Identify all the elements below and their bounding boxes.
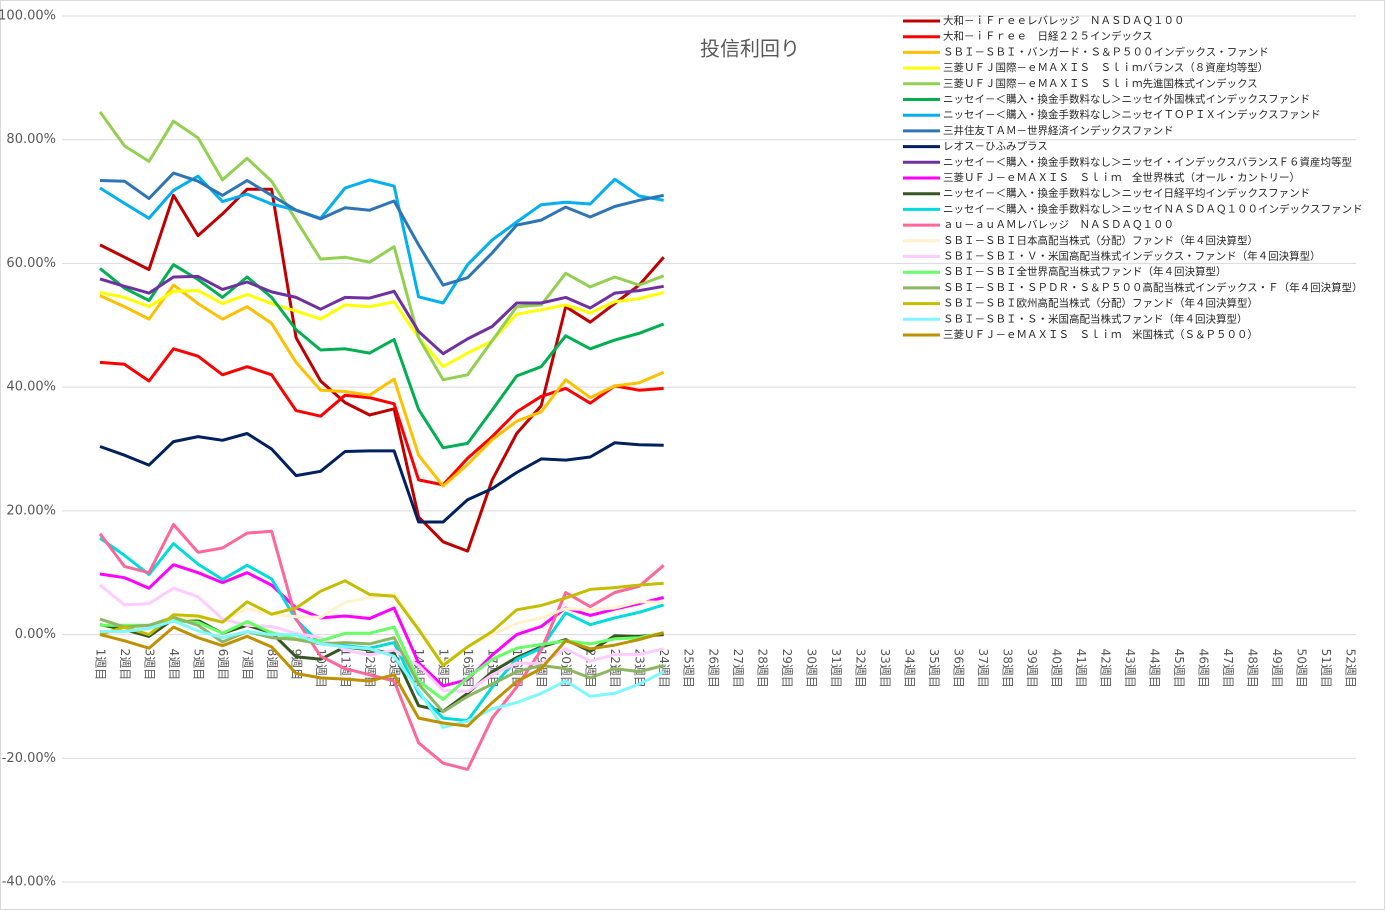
x-tick-label: 28週目 (755, 649, 769, 688)
x-tick-label: 40週目 (1049, 649, 1063, 688)
x-tick-label: 21週目 (584, 649, 598, 688)
x-tick-label: 36週目 (951, 649, 965, 688)
series-line (99, 625, 665, 728)
legend-label: ＳＢＩ－ＳＢＩ欧州高配当株式（分配）ファンド（年４回決算型） (943, 297, 1258, 310)
series-line (99, 283, 665, 488)
x-tick-label: 27週目 (731, 649, 745, 688)
y-tick-label: 100.00% (0, 9, 56, 24)
x-tick-label: 50週目 (1294, 649, 1308, 688)
legend-label: ニッセイ－＜購入・換金手数料なし＞ニッセイＴＯＰＩＸインデックスファンド (943, 108, 1321, 121)
legend-label: 大和－ｉＦｒｅｅレバレッジ ＮＡＳＤＡＱ１００ (943, 14, 1185, 27)
series-line (99, 274, 664, 356)
x-tick-label: 30週目 (804, 649, 818, 688)
legend-label: ニッセイ－＜購入・換金手数料なし＞ニッセイ外国株式インデックスファンド (943, 93, 1310, 106)
series-line (99, 171, 664, 287)
x-tick-label: 25週目 (682, 649, 696, 688)
legend-label: ＳＢＩ－ＳＢＩ・Ｖ・米国高配当株式インデックス・ファンド（年４回決算型） (943, 250, 1321, 263)
x-tick-label: 1週目 (94, 649, 108, 681)
x-tick-label: 49週目 (1270, 649, 1284, 688)
series-line (99, 432, 664, 524)
y-tick-label: 0.00% (15, 627, 56, 642)
legend-label: ａｕ－ａｕＡＭレバレッジ ＮＡＳＤＡＱ１００ (943, 219, 1174, 231)
x-tick-label: 2週目 (118, 649, 132, 681)
legend-label: ＳＢＩ－ＳＢＩ日本高配当株式（分配）ファンド（年４回決算型） (943, 234, 1258, 247)
legend-label: 三井住友ＴＡＭ－世界経済インデックスファンド (943, 124, 1174, 137)
legend-label: ニッセイ－＜購入・換金手数料なし＞ニッセイ・インデックスバランスＦ６資産均等型 (943, 155, 1352, 168)
x-tick-label: 26週目 (706, 649, 720, 688)
series-line (99, 579, 664, 667)
series-line (99, 536, 665, 723)
series-line (99, 347, 664, 487)
legend-label: 大和－ｉＦｒｅｅ 日経２２５インデックス (943, 30, 1153, 43)
x-tick-label: 7週目 (241, 649, 255, 681)
x-tick-label: 33週目 (878, 649, 892, 688)
legend-label: ＳＢＩ－ＳＢＩ全世界高配当株式ファンド（年４回決算型） (943, 265, 1227, 278)
legend-label: 三菱ＵＦＪ国際－ｅＭＡＸＩＳ Ｓｌｉｍ先進国株式インデックス (943, 77, 1258, 90)
series-line (99, 615, 665, 714)
x-tick-label: 34週目 (902, 649, 916, 688)
series-line (99, 289, 665, 369)
x-tick-label: 45週目 (1172, 649, 1186, 688)
legend-label: ＳＢＩ－ＳＢＩ・ＳＰＤＲ・Ｓ＆Ｐ５００高配当株式インデックス・Ｆ（年４回決算型） (943, 281, 1363, 294)
y-tick-label: 60.00% (6, 256, 56, 271)
x-tick-label: 4週目 (167, 649, 181, 681)
x-tick-label: 6週目 (216, 649, 230, 681)
x-tick-label: 46週目 (1196, 649, 1210, 688)
chart-title: 投信利回り (700, 37, 800, 61)
x-tick-label: 32週目 (853, 649, 867, 688)
x-tick-label: 44週目 (1147, 649, 1161, 688)
x-tick-label: 43週目 (1123, 649, 1137, 688)
x-tick-label: 51週目 (1319, 649, 1333, 688)
x-tick-label: 42週目 (1098, 649, 1112, 688)
legend-label: 三菱ＵＦＪ－ｅＭＡＸＩＳ Ｓｌｉｍ 全世界株式（オール・カントリー） (943, 171, 1300, 184)
y-tick-label: -20.00% (2, 751, 56, 766)
series-line (99, 187, 665, 553)
x-tick-label: 23週目 (633, 649, 647, 688)
x-tick-label: 24週目 (657, 649, 671, 688)
x-tick-label: 48週目 (1245, 649, 1259, 688)
x-tick-label: 37週目 (976, 649, 990, 688)
x-tick-label: 8週目 (265, 649, 279, 681)
x-tick-label: 47週目 (1221, 649, 1235, 688)
series-line (100, 619, 665, 729)
legend-label: ニッセイ－＜購入・換金手数料なし＞ニッセイＮＡＳＤＡＱ１００インデックスファンド (943, 202, 1363, 215)
y-tick-label: 40.00% (6, 380, 56, 395)
x-tick-label: 52週目 (1344, 649, 1358, 688)
y-tick-label: 80.00% (6, 132, 56, 147)
x-tick-label: 3週目 (143, 649, 157, 681)
legend-label: ニッセイ－＜購入・換金手数料なし＞ニッセイ日経平均インデックスファンド (943, 187, 1310, 200)
y-tick-label: -40.00% (2, 875, 56, 890)
legend-label: レオス－ひふみプラス (943, 141, 1048, 153)
x-tick-label: 41週目 (1074, 649, 1088, 688)
legend-label: 三菱ＵＦＪ－ｅＭＡＸＩＳ Ｓｌｉｍ 米国株式（Ｓ＆Ｐ５００） (943, 328, 1258, 341)
x-tick-label: 35週目 (927, 649, 941, 688)
x-tick-label: 38週目 (1000, 649, 1014, 688)
x-tick-label: 31週目 (829, 649, 843, 688)
x-tick-label: 29週目 (780, 649, 794, 688)
legend-label: 三菱ＵＦＪ国際－ｅＭＡＸＩＳ Ｓｌｉｍバランス（８資産均等型） (943, 61, 1268, 74)
series-line (98, 111, 665, 382)
y-tick-label: 20.00% (6, 503, 56, 518)
x-tick-label: 39週目 (1025, 649, 1039, 688)
legend-label: ＳＢＩ－ＳＢＩ・バンガード・Ｓ＆Ｐ５００インデックス・ファンド (943, 45, 1269, 58)
x-tick-label: 12週目 (363, 649, 377, 688)
x-tick-label: 16週目 (461, 649, 475, 688)
legend-label: ＳＢＩ－ＳＢＩ・Ｓ・米国高配当株式ファンド（年４回決算型） (943, 312, 1248, 325)
x-tick-label: 5週目 (192, 649, 206, 681)
